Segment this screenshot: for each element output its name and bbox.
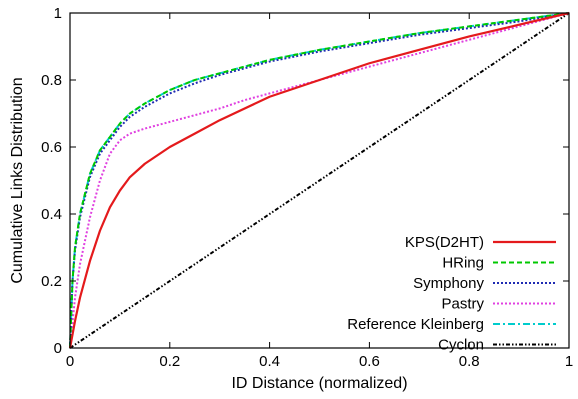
x-tick-label: 0 [66, 353, 74, 370]
legend-label: Pastry [441, 296, 484, 313]
plot-frame [69, 12, 570, 349]
series-line-symphony [69, 12, 570, 349]
y-tick-label: 0.6 [41, 139, 62, 156]
y-tick-label: 0.4 [41, 206, 62, 223]
y-tick-label: 0 [54, 340, 62, 357]
x-tick-label: 1 [565, 353, 573, 370]
y-tick-label: 0.2 [41, 273, 62, 290]
y-axis-label: Cumulative Links Distribution [9, 77, 26, 283]
legend-item: KPS(D2HT) [405, 234, 556, 251]
legend-item: Pastry [441, 296, 556, 313]
x-tick-label: 0.8 [459, 353, 480, 370]
legend-label: KPS(D2HT) [405, 234, 484, 251]
series-line-hring [69, 12, 570, 349]
x-axis-label: ID Distance (normalized) [231, 375, 407, 392]
legend-item: HRing [442, 255, 556, 272]
legend: KPS(D2HT) HRing Symphony Pastry Reference Kl… [347, 234, 556, 354]
x-tick-label: 0.4 [259, 353, 280, 370]
legend-label: Symphony [413, 275, 484, 292]
legend-label: Reference Kleinberg [347, 316, 484, 333]
legend-label: HRing [442, 255, 484, 272]
legend-item: Reference Kleinberg [347, 316, 556, 333]
legend-item: Cyclon [438, 337, 556, 354]
x-tick-label: 0.2 [159, 353, 180, 370]
ticks-layer: 0 0.2 0.4 0.6 0.8 1 0 0.2 0.4 0.6 0.8 1 [41, 5, 573, 370]
series-line-kps-d2ht [68, 11, 570, 349]
series-layer [68, 11, 570, 349]
x-tick-label: 0.6 [359, 353, 380, 370]
legend-label: Cyclon [438, 337, 484, 354]
series-line-cyclon [69, 12, 570, 349]
y-tick-label: 0.8 [41, 72, 62, 89]
y-tick-label: 1 [54, 5, 62, 22]
legend-item: Symphony [413, 275, 556, 292]
